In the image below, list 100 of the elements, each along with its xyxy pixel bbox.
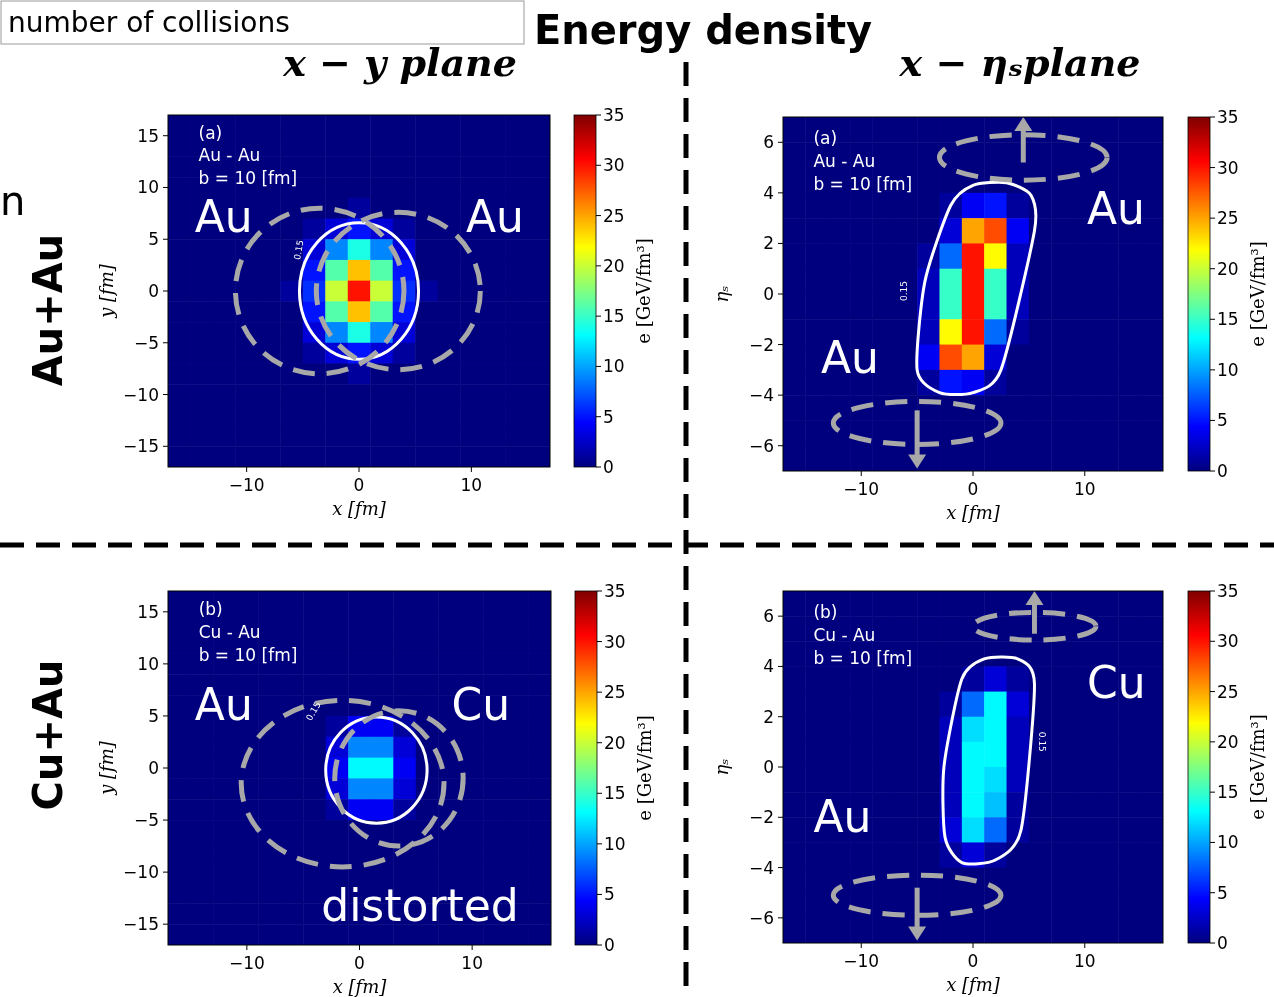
x-tick-label: −10 [843, 479, 880, 499]
color-bar-label: 30 [1217, 157, 1239, 178]
color-bar-label: 10 [603, 356, 625, 377]
color-bar-label: 25 [1217, 208, 1239, 229]
color-bar-label: 20 [1217, 731, 1239, 752]
color-bar-label: 25 [604, 682, 626, 703]
color-bar-label: 0 [1217, 461, 1228, 481]
y-tick-label: −6 [748, 907, 774, 928]
color-bar-label: 20 [1217, 258, 1239, 279]
annotation: b = 10 [fm] [813, 173, 913, 194]
x-axis-title: x [fm] [332, 976, 388, 997]
color-bar-label: 5 [1217, 882, 1228, 903]
annotation: Au [1087, 183, 1145, 235]
annotation: (a) [813, 127, 838, 148]
annotation: b = 10 [fm] [813, 647, 913, 668]
color-bar-label: 15 [603, 306, 625, 327]
color-bar-label: 30 [604, 631, 626, 652]
x-axis-title: x [fm] [946, 502, 1001, 523]
x-tick-label: 10 [1073, 951, 1096, 971]
x-tick-label: −10 [228, 953, 265, 973]
color-bar-title: e [GeV/fm³] [634, 715, 655, 821]
annotation: Au - Au [198, 145, 261, 166]
annotation: Au [194, 191, 253, 243]
y-tick-label: 4 [763, 656, 774, 677]
color-bar-label: 35 [604, 581, 626, 601]
y-tick-label: −4 [748, 385, 774, 406]
color-bar-label: 5 [603, 406, 614, 427]
y-tick-label: −10 [123, 862, 159, 883]
color-bar-label: 25 [603, 205, 625, 226]
x-tick-label: 10 [460, 475, 483, 495]
annotation: (a) [198, 122, 223, 143]
color-bar-label: 15 [604, 783, 626, 804]
annotation: 0.15 [1036, 731, 1047, 752]
color-bar-label: 30 [603, 155, 625, 176]
y-tick-label: −6 [748, 435, 774, 456]
annotation: 0.15 [899, 281, 910, 302]
color-bar-label: 0 [1217, 933, 1228, 953]
y-tick-label: −4 [748, 857, 774, 878]
color-bar-label: 20 [604, 732, 626, 753]
annotation: Cu - Au [813, 624, 876, 645]
y-tick-label: 5 [148, 229, 159, 250]
x-tick-label: 10 [461, 953, 483, 973]
color-bar-label: 15 [1217, 782, 1239, 803]
text: number of collisions [8, 6, 290, 39]
color-bar-label: 35 [1217, 581, 1239, 601]
annotation: distorted [321, 880, 519, 932]
y-tick-label: 15 [137, 601, 159, 622]
y-axis-title: ηₛ [711, 758, 732, 776]
text: Au+Au [25, 233, 71, 387]
annotation: Au [813, 790, 872, 842]
color-bar-label: 15 [1217, 309, 1239, 330]
color-bar-label: 20 [603, 255, 625, 276]
annotation: Cu - Au [198, 621, 261, 642]
annotation: 0.15 [292, 239, 306, 261]
y-tick-label: −15 [123, 914, 159, 935]
y-tick-label: 10 [137, 177, 159, 198]
x-axis-title: x [fm] [946, 974, 1001, 995]
y-axis-title: y [fm] [96, 740, 117, 796]
y-tick-label: 4 [763, 182, 774, 203]
y-tick-label: 6 [763, 132, 774, 153]
y-tick-label: 0 [148, 281, 159, 301]
text: Cu+Au [25, 659, 71, 811]
color-bar-label: 35 [1217, 107, 1239, 127]
y-axis-title: y [fm] [96, 263, 117, 319]
y-axis-title: ηₛ [711, 285, 732, 303]
annotation: Au [821, 331, 879, 383]
annotation: b = 10 [fm] [198, 644, 298, 665]
annotation: Au - Au [813, 150, 876, 171]
y-tick-label: 0 [148, 758, 159, 778]
y-tick-label: −5 [133, 810, 159, 831]
x-tick-label: 0 [967, 479, 979, 499]
color-bar-label: 10 [1217, 832, 1239, 853]
color-bar-label: 0 [603, 457, 614, 477]
y-tick-label: 10 [137, 653, 159, 674]
text: Energy density [533, 7, 873, 53]
annotation: (b) [198, 598, 223, 619]
color-bar-label: 35 [603, 105, 625, 125]
y-tick-label: 2 [763, 233, 774, 254]
y-tick-label: −2 [748, 807, 774, 828]
y-tick-label: 2 [763, 706, 774, 727]
annotation: (b) [813, 601, 838, 622]
y-tick-label: −15 [123, 436, 159, 457]
y-tick-label: −5 [133, 332, 159, 353]
text: x − ηₛplane [898, 40, 1141, 85]
annotation: Cu [1087, 656, 1146, 708]
color-bar-title: e [GeV/fm³] [633, 238, 654, 344]
color-bar-label: 5 [604, 884, 615, 905]
annotation: Au [465, 191, 524, 243]
x-tick-label: 10 [1073, 479, 1096, 499]
color-bar-label: 5 [1217, 410, 1228, 431]
y-tick-label: −10 [123, 384, 159, 405]
x-axis-title: x [fm] [332, 498, 387, 519]
y-tick-label: 0 [763, 284, 774, 304]
x-tick-label: −10 [228, 475, 265, 495]
y-tick-label: −2 [748, 334, 774, 355]
color-bar-label: 30 [1217, 631, 1239, 652]
x-tick-label: −10 [843, 951, 880, 971]
x-tick-label: 0 [967, 951, 979, 971]
color-bar-label: 10 [1217, 359, 1239, 380]
text: x − y plane [282, 40, 517, 85]
